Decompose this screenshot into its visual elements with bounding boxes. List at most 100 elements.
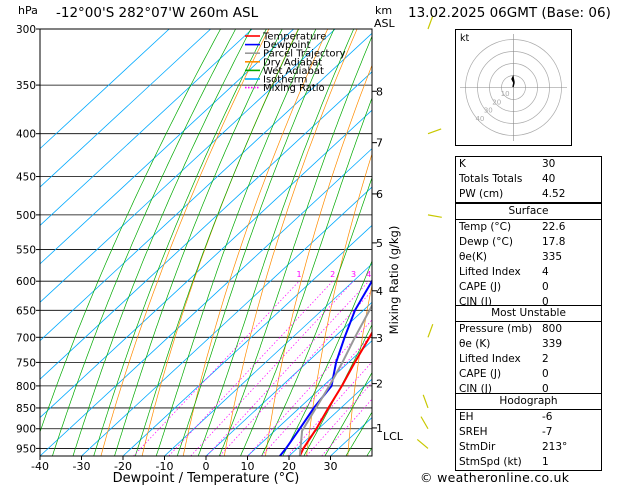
isotherm-line [81, 186, 372, 456]
copyright-footer: © weatheronline.co.uk [420, 470, 570, 485]
stat-row: K 30 [456, 157, 601, 172]
mixing-ratio-line [219, 290, 372, 456]
pressure-tick-label: 450 [16, 172, 36, 184]
hodograph-ring-label: 20 [492, 98, 501, 106]
isotherm-line [288, 378, 372, 456]
panel-title: Most Unstable [456, 306, 601, 322]
temperature-tick-label: 30 [324, 460, 338, 473]
stat-label: θe(K) [459, 251, 487, 263]
isotherm-line [40, 32, 372, 342]
stat-value: 213° [542, 441, 568, 453]
legend-label: Parcel Trajectory [263, 49, 346, 60]
y-axis-title: hPa [18, 4, 38, 17]
km-axis-title: km [375, 4, 392, 17]
height-tick-label: 7 [376, 137, 383, 150]
height-tick-label: 8 [376, 85, 383, 98]
wet-adiabat-line [93, 29, 267, 456]
wet-adiabat-line [155, 29, 317, 456]
hodograph-table-panel: Hodograph EH -6 SREH -7 StmDir 213° StmSpd (kt)… [455, 393, 602, 471]
mixing-ratio-line [133, 280, 300, 456]
legend-label: Isotherm [263, 75, 307, 86]
stat-label: θe (K) [459, 338, 491, 350]
pressure-tick-label: 800 [16, 381, 36, 393]
x-axis-title: Dewpoint / Temperature (°C) [113, 471, 300, 486]
stat-row: Lifted Index 4 [456, 265, 601, 280]
stat-value: 335 [542, 251, 563, 263]
stat-label: CAPE (J) [459, 281, 502, 293]
wet-adiabat-line [261, 176, 372, 456]
dry-adiabat-line [265, 64, 372, 456]
stat-value: 0 [542, 281, 549, 293]
dry-adiabat-line [347, 283, 372, 456]
temperature-tick-label: 20 [282, 460, 296, 473]
mixing-ratio-label: 15 [440, 270, 450, 279]
dry-adiabat-line [182, 29, 329, 456]
mixing-ratio-label: 3 [351, 270, 356, 279]
station-location: -12°00'S 282°07'W 260m ASL [56, 5, 259, 21]
stat-row: Pressure (mb) 800 [456, 322, 601, 337]
parcel-trajectory-line [298, 303, 372, 456]
temperature-tick-label: -10 [156, 460, 174, 473]
stat-value: -6 [542, 411, 553, 423]
mixing-ratio-line [190, 280, 354, 456]
legend-label: Temperature [262, 32, 326, 43]
hodograph-ring-label: 30 [484, 107, 493, 115]
mixing-ratio-label: 8 [405, 270, 410, 279]
stat-row: EH -6 [456, 410, 601, 425]
stat-row: Temp (°C) 22.6 [456, 220, 601, 235]
legend-label: Mixing Ratio [263, 83, 325, 94]
wet-adiabat-line [176, 29, 335, 456]
temperature-tick-label: 0 [203, 460, 210, 473]
dry-adiabat-line [624, 29, 629, 456]
dry-adiabat-line [223, 29, 358, 456]
dewpoint-line [279, 278, 372, 456]
stat-value: -7 [542, 426, 553, 438]
height-tick-label: 4 [376, 285, 383, 298]
stat-label: Lifted Index [459, 353, 521, 365]
stat-label: StmDir [459, 441, 496, 453]
wet-adiabat-line [197, 29, 355, 456]
height-tick-label: 5 [376, 237, 383, 250]
mixing-ratio-line [306, 382, 372, 456]
temperature-tick-label: -20 [114, 460, 132, 473]
stat-value: 17.8 [542, 236, 566, 248]
pressure-tick-label: 650 [16, 305, 36, 317]
stat-row: θe (K) 339 [456, 337, 601, 352]
mixing-ratio-line [287, 361, 372, 456]
wind-barb [427, 214, 442, 218]
mixing-ratio-label: 4 [366, 270, 371, 279]
isotherm-line [247, 340, 372, 456]
pressure-tick-label: 850 [16, 403, 36, 415]
stat-value: 40 [542, 173, 556, 185]
hodograph: kt 10 20 30 40 [455, 29, 572, 146]
stat-label: Lifted Index [459, 266, 521, 278]
height-tick-label: 1 [376, 422, 383, 435]
stat-label: SREH [459, 426, 488, 438]
stat-row: θe(K) 335 [456, 250, 601, 265]
mixing-ratio-line [247, 319, 372, 456]
stat-value: 2 [542, 353, 549, 365]
isotherm-line [40, 109, 372, 419]
wet-adiabat-line [282, 259, 372, 456]
stat-value: 0 [542, 296, 549, 308]
mixing-ratio-line [168, 280, 333, 456]
height-tick-label: 3 [376, 332, 383, 345]
pressure-tick-label: 350 [16, 80, 36, 92]
temperature-tick-label: 10 [241, 460, 255, 473]
mixing-ratio-label: 10 [416, 270, 426, 279]
stat-value: 22.6 [542, 221, 566, 233]
stat-label: Temp (°C) [459, 221, 512, 233]
wind-barb [427, 128, 442, 135]
wet-adiabat-line [52, 29, 236, 456]
stat-value: 4 [542, 266, 549, 278]
pressure-tick-label: 500 [16, 210, 36, 222]
stat-row: Totals Totals 40 [456, 172, 601, 187]
wind-barb [420, 416, 429, 430]
dry-adiabat-line [100, 29, 270, 456]
pressure-tick-label: 750 [16, 357, 36, 369]
wet-adiabat-line [40, 29, 221, 434]
stat-row: Dewp (°C) 17.8 [456, 235, 601, 250]
wet-adiabat-line [134, 29, 300, 456]
